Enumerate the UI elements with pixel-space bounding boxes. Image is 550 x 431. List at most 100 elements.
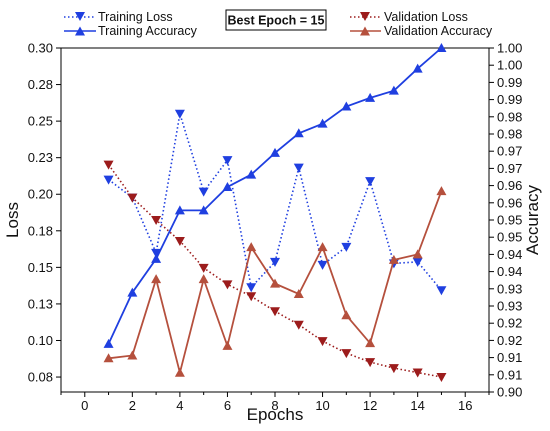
- y-right-tick-label: 0.94: [497, 264, 522, 279]
- y-left-tick-label: 0.13: [28, 296, 53, 311]
- validation-loss-point: [246, 292, 257, 302]
- validation-loss-point: [174, 236, 185, 246]
- x-axis-ticks: 0 2 4 6 8 10 12 14 16: [60, 392, 490, 413]
- y-right-tick-label: 0.92: [497, 333, 522, 348]
- validation-accuracy-point: [412, 249, 423, 259]
- y-right-tick-label: 0.96: [497, 178, 522, 193]
- validation-loss-point: [222, 280, 233, 290]
- legend-right: Validation Loss Validation Accuracy: [350, 10, 493, 38]
- x-tick-label: 8: [271, 398, 278, 413]
- y-left-axis-title: Loss: [3, 202, 22, 238]
- training-loss-point: [174, 109, 185, 119]
- validation-loss-point: [127, 193, 138, 203]
- y-left-tick-label: 0.23: [28, 150, 53, 165]
- y-right-tick-label: 0.96: [497, 195, 522, 210]
- y-right-tick-label: 0.92: [497, 316, 522, 331]
- y-right-tick-label: 0.97: [497, 144, 522, 159]
- legend-training-loss-label: Training Loss: [98, 10, 173, 24]
- x-tick-label: 4: [176, 398, 183, 413]
- legend-training-loss-marker: [75, 12, 85, 21]
- y-left-tick-label: 0.25: [28, 114, 53, 129]
- training-loss-point: [151, 248, 162, 258]
- x-tick-label: 10: [315, 398, 329, 413]
- training-accuracy-point: [151, 253, 162, 263]
- x-axis-title: Epochs: [247, 405, 304, 424]
- training-accuracy-point: [270, 147, 280, 157]
- y-right-tick-label: 0.95: [497, 230, 522, 245]
- training-accuracy-point: [246, 169, 257, 179]
- legend-validation-accuracy-label: Validation Accuracy: [384, 24, 493, 38]
- validation-loss-point: [151, 216, 162, 225]
- training-loss-point: [246, 283, 257, 293]
- y-right-tick-label: 0.94: [497, 247, 522, 262]
- x-tick-label: 6: [224, 398, 231, 413]
- y-right-tick-label: 0.93: [497, 299, 522, 314]
- legend-validation-accuracy-marker: [360, 26, 370, 36]
- training-loss-point: [317, 260, 328, 270]
- y-right-tick-label: 1.00: [497, 41, 522, 56]
- validation-accuracy-point: [246, 242, 257, 252]
- x-tick-label: 2: [129, 398, 136, 413]
- y-right-axis-ticks: 0.90 0.91 0.91 0.92 0.92 0.93 0.93 0.94 0.94 0.95…: [489, 41, 522, 400]
- y-right-tick-label: 0.93: [497, 281, 522, 296]
- validation-accuracy-point: [436, 186, 447, 196]
- validation-accuracy-point: [270, 278, 280, 288]
- validation-loss-point: [293, 320, 304, 330]
- validation-accuracy-point: [317, 242, 328, 252]
- validation-loss-point: [388, 364, 399, 374]
- training-accuracy-point: [436, 43, 447, 52]
- training-loss-point: [222, 156, 233, 166]
- validation-loss-point: [341, 349, 352, 359]
- training-accuracy-point: [365, 92, 376, 102]
- y-right-tick-label: 0.91: [497, 350, 522, 365]
- y-right-tick-label: 0.90: [497, 385, 522, 400]
- validation-accuracy-point: [198, 274, 209, 284]
- training-accuracy-point: [127, 287, 138, 297]
- y-left-tick-label: 0.15: [28, 260, 53, 275]
- y-left-tick-label: 0.10: [28, 333, 53, 348]
- y-right-tick-label: 0.95: [497, 213, 522, 228]
- annotation-box: [225, 9, 327, 31]
- training-loss-point: [198, 187, 209, 197]
- validation-loss-point: [365, 358, 376, 368]
- training-accuracy-point: [174, 205, 185, 215]
- training-accuracy-point: [103, 338, 114, 348]
- validation-loss-point: [317, 337, 328, 347]
- validation-loss-point: [198, 263, 209, 273]
- y-right-tick-label: 0.98: [497, 109, 522, 124]
- validation-loss-point: [270, 307, 280, 317]
- training-loss-point: [270, 257, 280, 267]
- training-accuracy-point: [388, 85, 399, 95]
- training-loss-point: [103, 175, 114, 185]
- training-loss-point: [341, 242, 352, 252]
- training-loss-point: [436, 286, 447, 296]
- validation-accuracy-point: [222, 340, 233, 350]
- validation-accuracy-point: [151, 274, 162, 284]
- y-left-tick-label: 0.18: [28, 223, 53, 238]
- best-epoch-annotation: Best Epoch = 15: [228, 14, 325, 28]
- legend-validation-loss-label: Validation Loss: [384, 10, 468, 24]
- y-left-tick-label: 0.20: [28, 187, 53, 202]
- validation-accuracy-point: [341, 310, 352, 320]
- x-tick-label: 12: [363, 398, 377, 413]
- validation-accuracy-point: [365, 338, 376, 348]
- legend-training-accuracy-marker: [75, 26, 85, 36]
- y-right-tick-label: 0.99: [497, 75, 522, 90]
- y-left-tick-label: 0.28: [28, 77, 53, 92]
- y-left-axis-ticks: 0.08 0.10 0.13 0.15 0.18 0.20 0.23 0.25 0.28 0.30: [28, 41, 61, 385]
- y-right-tick-label: 0.97: [497, 161, 522, 176]
- training-loss-point: [365, 177, 376, 187]
- validation-accuracy-point: [293, 288, 304, 298]
- y-right-tick-label: 1.00: [497, 58, 522, 73]
- training-accuracy-point: [341, 101, 352, 111]
- training-accuracy-point: [222, 181, 233, 191]
- y-left-tick-label: 0.08: [28, 370, 53, 385]
- validation-accuracy-point: [388, 254, 399, 264]
- validation-loss-point: [436, 373, 447, 383]
- y-right-tick-label: 0.91: [497, 367, 522, 382]
- y-right-axis-title: Accuracy: [523, 185, 542, 255]
- y-left-tick-label: 0.30: [28, 41, 53, 56]
- training-loss-point: [293, 163, 304, 173]
- validation-loss-point: [103, 160, 114, 170]
